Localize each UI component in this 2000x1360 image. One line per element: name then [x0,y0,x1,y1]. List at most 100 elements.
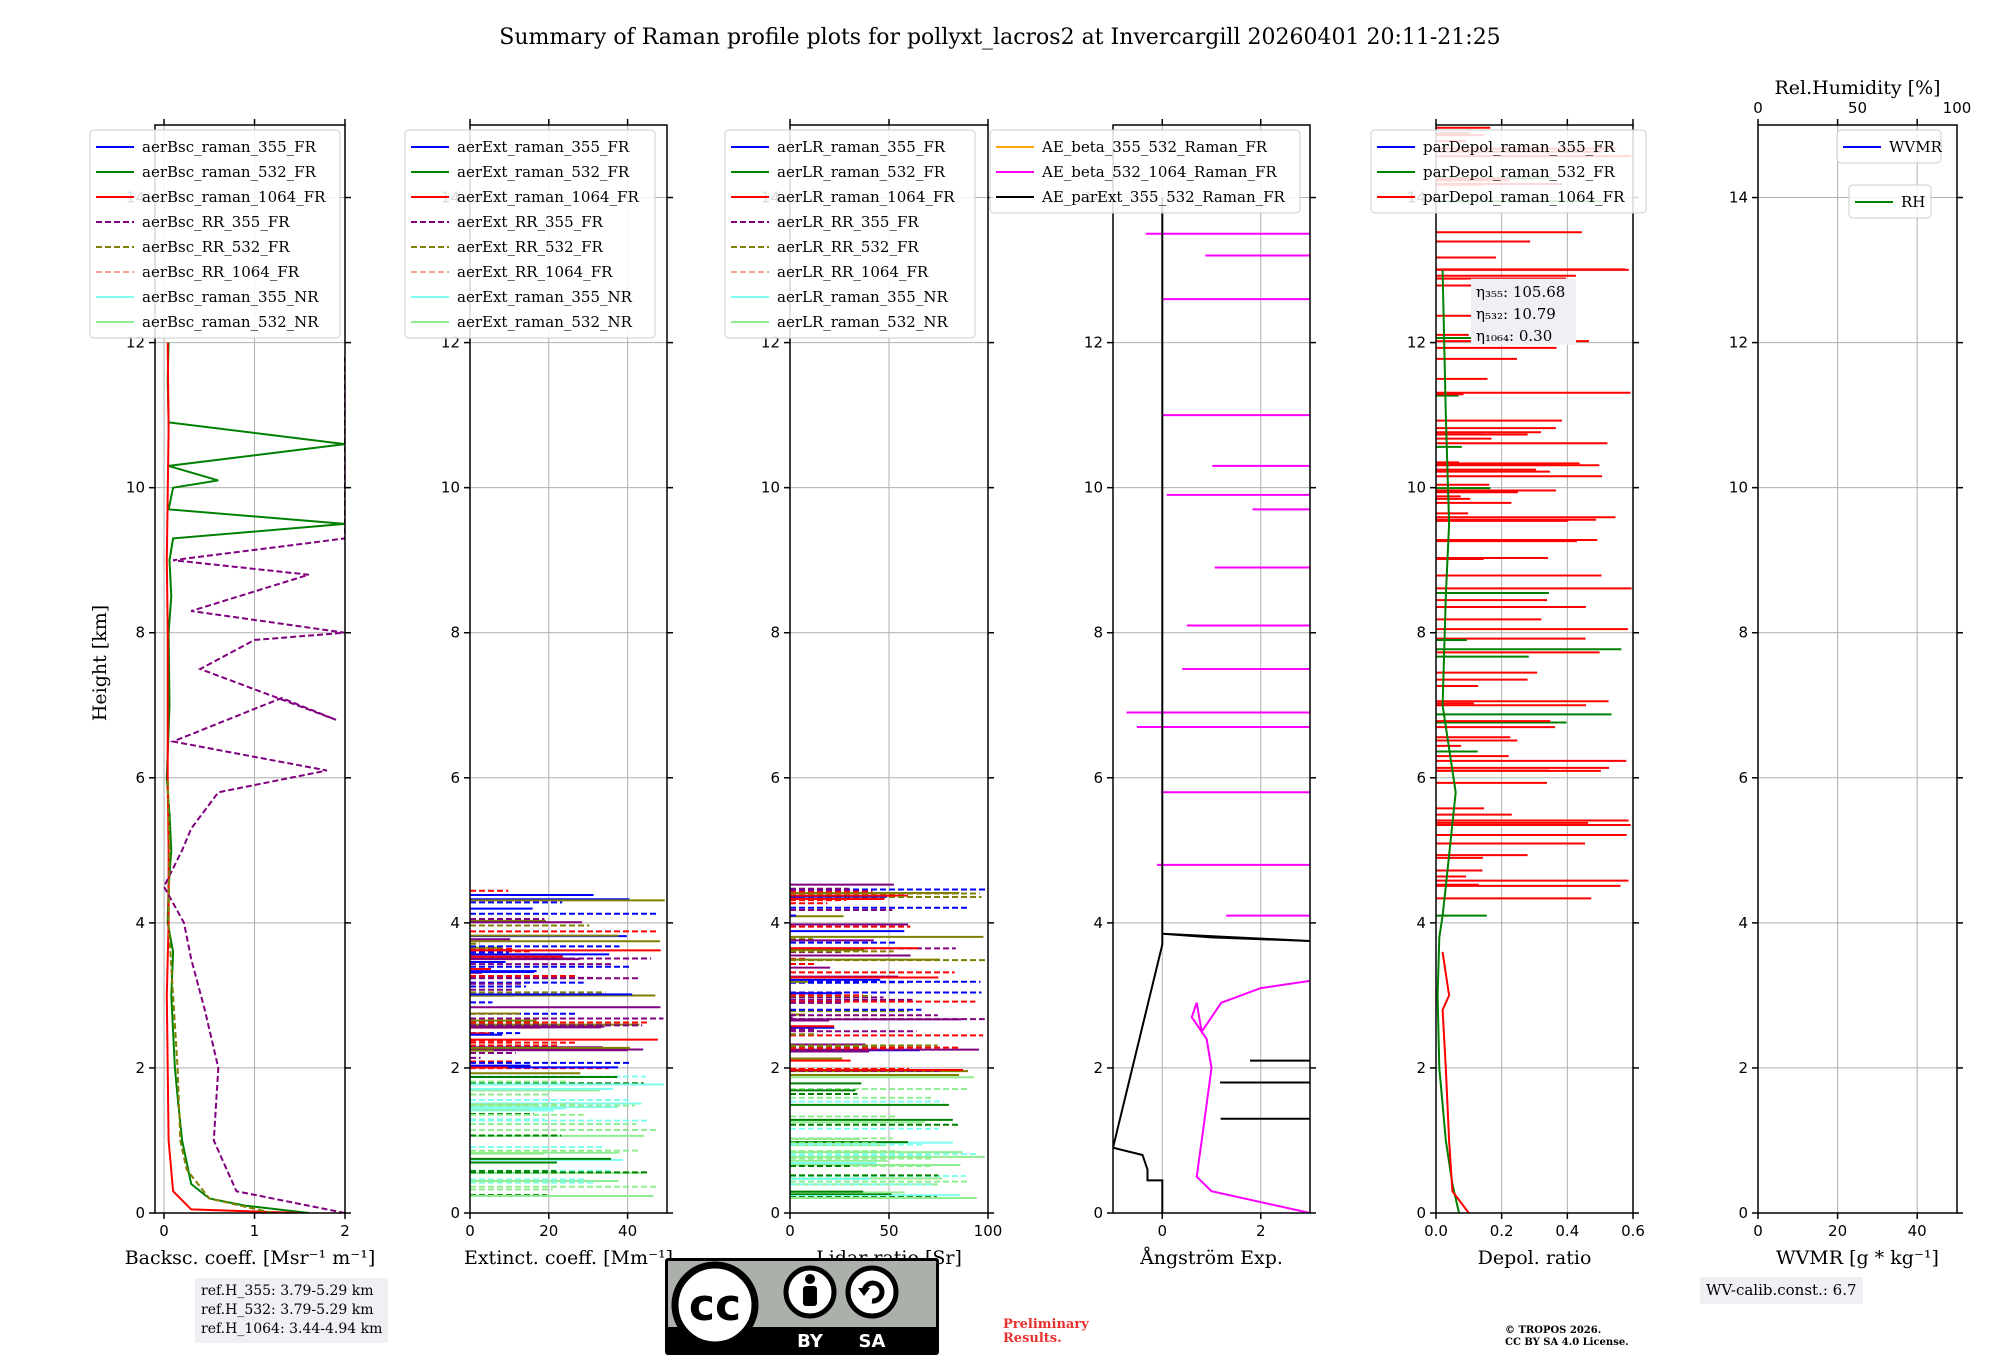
y-tick-label: 4 [1738,914,1748,932]
legend-entry: aerLR_raman_532_FR [777,163,946,181]
axes-frame [1112,124,1311,1214]
legend-entry: parDepol_raman_355_FR [1423,138,1616,156]
legend-entry: aerExt_raman_355_FR [457,138,630,156]
ref-height-532: ref.H_532: 3.79-5.29 km [201,1302,374,1318]
legend-entry: parDepol_raman_532_FR [1423,163,1616,181]
legend-entry: aerLR_RR_532_FR [777,238,919,256]
y-tick-label: 8 [770,624,780,642]
plot-area [1113,197,1310,1213]
y-tick-label: 12 [1729,334,1748,352]
y-tick-label: 8 [135,624,145,642]
annotation-line: η₁₀₆₄: 0.30 [1476,327,1552,345]
x-tick-label: 0 [465,1222,475,1240]
x-tick-label: 0.0 [1424,1222,1448,1240]
legend-entry: AE_parExt_355_532_Raman_FR [1041,188,1286,206]
panel-angstrom: 0246810121402Ångström Exp.AE_beta_355_53… [989,119,1316,1269]
y-tick-label: 2 [1738,1059,1748,1077]
legend-entry: aerBsc_raman_355_NR [142,288,319,306]
x-axis-label: Backsc. coeff. [Msr⁻¹ m⁻¹] [125,1247,376,1269]
y-tick-label: 2 [1093,1059,1103,1077]
legend-entry: aerBsc_RR_1064_FR [142,263,300,281]
x-tick-label: 0 [785,1222,795,1240]
legend-entry: aerBsc_RR_532_FR [142,238,290,256]
legend: RH [1848,184,1932,219]
annotation-line: η₃₅₅: 105.68 [1476,283,1565,301]
y-tick-label: 6 [450,769,460,787]
series-aerBsc_RR_355_FR [162,357,345,1213]
y-tick-label: 12 [1407,334,1426,352]
annotation-box [1471,278,1576,345]
legend-frame [1370,129,1647,214]
x-tick-label: 0.2 [1490,1222,1514,1240]
legend: parDepol_raman_355_FR parDepol_raman_532_… [1370,129,1647,214]
legend-frame [989,129,1301,214]
y-tick-label: 10 [1729,479,1748,497]
y-tick-label: 8 [1416,624,1426,642]
series-aerBsc_RR_532_FR [166,777,273,1213]
legend-entry: aerExt_raman_532_FR [457,163,630,181]
y-tick-label: 2 [135,1059,145,1077]
cc-by-sa-license-badge: cc BY SA [665,1258,939,1355]
y-tick-label: 4 [450,914,460,932]
x-axis-label: Extinct. coeff. [Mm⁻¹] [464,1247,673,1269]
preliminary-results-note: Preliminary Results. [1003,1318,1089,1346]
legend-entry: AE_beta_532_1064_Raman_FR [1041,163,1277,181]
series-parDepol_raman_532_FR [1436,270,1460,1213]
y-tick-label: 0 [450,1204,460,1222]
y-tick-label: 6 [1738,769,1748,787]
x-tick-label: 20 [539,1222,558,1240]
plot-area [1436,126,1632,1213]
plot-area [162,342,345,1213]
series-AE_parExt_355_532_Raman_FR [1113,197,1310,1213]
y-tick-label: 6 [135,769,145,787]
legend-entry: aerLR_raman_355_FR [777,138,946,156]
eta-annotation: η₃₅₅: 105.68 η₅₃₂: 10.79 η₁₀₆₄: 0.30 [1471,278,1576,345]
x-tick-label: 0 [1157,1222,1167,1240]
x-tick-label: 2 [1256,1222,1266,1240]
x-tick-label: 1 [250,1222,260,1240]
y-tick-label: 6 [770,769,780,787]
y-tick-label: 10 [1084,479,1103,497]
y-tick-label: 2 [1416,1059,1426,1077]
ref-height-355: ref.H_355: 3.79-5.29 km [201,1283,374,1299]
legend: WVMR [1836,129,1943,164]
copyright-line-1: © TROPOS 2026. [1505,1325,1602,1336]
panel-wvmr: 0 2 4 6 8 10 12 14 0 20 40 WVMR [g * kg⁻¹] 0 50 100Rel… [1729,77,1971,1269]
series-aerBsc_raman_1064_FR [165,342,300,1213]
legend-entry: aerExt_RR_532_FR [457,238,604,256]
y-tick-label: 4 [770,914,780,932]
x-tick-label: 0 [159,1222,169,1240]
axes-frame [1435,124,1634,1214]
legend-entry: aerLR_raman_355_NR [777,288,948,306]
x-tick-label: 2 [340,1222,350,1240]
y-tick-label: 10 [441,479,460,497]
legend-entry: aerExt_RR_1064_FR [457,263,613,281]
y-tick-label: 8 [1093,624,1103,642]
y-tick-label: 4 [1093,914,1103,932]
legend-frame [89,129,341,339]
legend-entry: aerLR_RR_355_FR [777,213,919,231]
top-tick-label: 50 [1848,99,1867,117]
preliminary-line-1: Preliminary [1003,1317,1089,1332]
y-tick-label: 8 [450,624,460,642]
share-alike-icon [845,1265,899,1319]
y-tick-label: 10 [1407,479,1426,497]
ref-height-1064: ref.H_1064: 3.44-4.94 km [201,1321,383,1337]
annotation-line: η₅₃₂: 10.79 [1476,305,1556,323]
x-tick-label: 0.4 [1555,1222,1579,1240]
y-axis-label: Height [km] [89,605,111,721]
legend: aerExt_raman_355_FR aerExt_raman_532_FRae… [404,129,656,339]
y-tick-label: 12 [1084,334,1103,352]
y-tick-label: 0 [770,1204,780,1222]
top-axis-label: Rel.Humidity [%] [1774,77,1940,99]
x-axis-label: Depol. ratio [1478,1247,1592,1269]
top-tick-label: 100 [1943,99,1972,117]
cc-by-label: BY [797,1331,824,1352]
legend-entry: aerExt_raman_532_NR [457,313,633,331]
legend-entry: aerLR_raman_532_NR [777,313,948,331]
x-axis-label: WVMR [g * kg⁻¹] [1776,1247,1939,1269]
y-tick-label: 0 [1093,1204,1103,1222]
legend: aerLR_raman_355_FR aerLR_raman_532_FR aerL… [724,129,976,339]
y-tick-label: 10 [761,479,780,497]
